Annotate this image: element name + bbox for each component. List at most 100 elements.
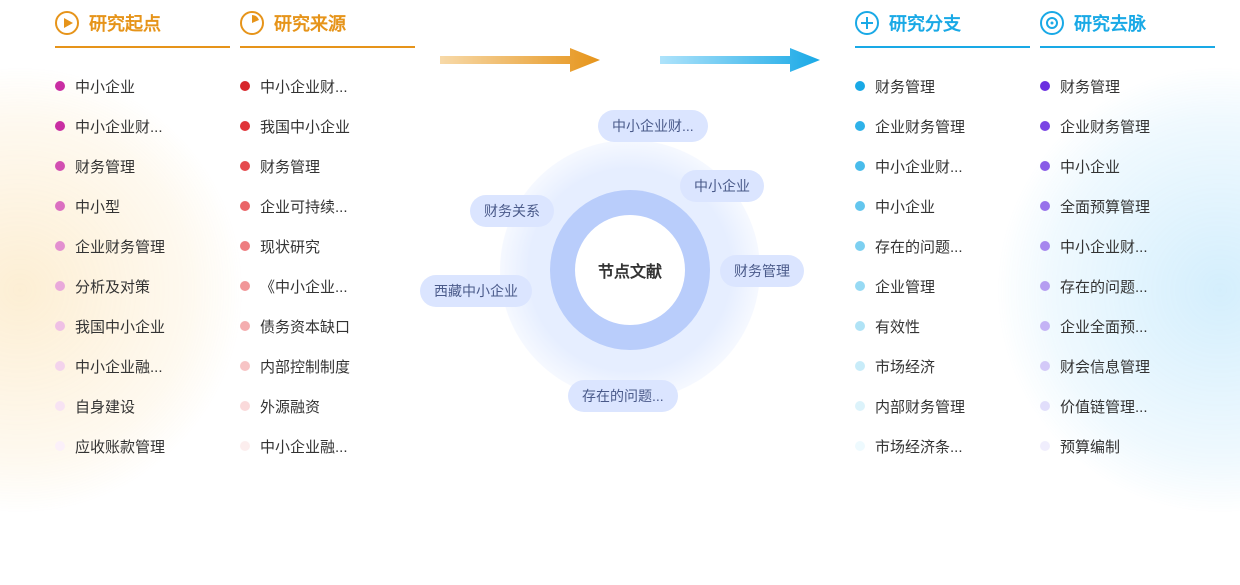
column-title: 研究起点 [89,10,161,36]
list-item-label: 存在的问题... [1060,276,1148,297]
list-item[interactable]: 市场经济条... [855,426,1030,466]
list-item[interactable]: 财务管理 [55,146,230,186]
column-source: 研究来源中小企业财... 我国中小企业财务管理企业可持续... 现状研究《中小企业.… [240,10,415,466]
bullet-icon [855,81,865,91]
column-header-origin: 研究起点 [55,10,230,48]
column-title: 研究来源 [274,10,346,36]
bullet-icon [855,281,865,291]
arrow-left [440,48,600,72]
list-item[interactable]: 存在的问题... [855,226,1030,266]
bullet-icon [55,201,65,211]
list-item-label: 企业财务管理 [875,116,965,137]
bullet-icon [1040,81,1050,91]
list-item[interactable]: 应收账款管理 [55,426,230,466]
list-item[interactable]: 中小企业 [1040,146,1215,186]
list-item[interactable]: 市场经济 [855,346,1030,386]
list-item[interactable]: 中小企业财... [1040,226,1215,266]
arrow-right [660,48,820,72]
list-item-label: 财务管理 [75,156,135,177]
bullet-icon [55,161,65,171]
list-item-label: 有效性 [875,316,920,337]
list-item[interactable]: 价值链管理... [1040,386,1215,426]
clock-icon [240,11,264,35]
list-item-label: 企业财务管理 [1060,116,1150,137]
bullet-icon [1040,201,1050,211]
list-item-label: 企业财务管理 [75,236,165,257]
list-item[interactable]: 中小企业融... [55,346,230,386]
bullet-icon [855,361,865,371]
list-item[interactable]: 财务管理 [240,146,415,186]
list-item[interactable]: 中小型 [55,186,230,226]
list-item[interactable]: 企业财务管理 [55,226,230,266]
list-item[interactable]: 企业管理 [855,266,1030,306]
list-item-label: 中小企业 [875,196,935,217]
list-item-label: 中小企业 [1060,156,1120,177]
bullet-icon [1040,241,1050,251]
list-item-label: 中小企业财... [260,76,348,97]
column-list: 中小企业财... 我国中小企业财务管理企业可持续... 现状研究《中小企业...债务… [240,66,415,466]
bullet-icon [855,401,865,411]
list-item[interactable]: 存在的问题... [1040,266,1215,306]
bullet-icon [1040,441,1050,451]
list-item[interactable]: 预算编制 [1040,426,1215,466]
list-item-label: 企业全面预... [1060,316,1148,337]
list-item[interactable]: 我国中小企业 [240,106,415,146]
list-item[interactable]: 分析及对策 [55,266,230,306]
bullet-icon [855,121,865,131]
list-item[interactable]: 债务资本缺口 [240,306,415,346]
list-item[interactable]: 企业可持续... [240,186,415,226]
center-tag[interactable]: 财务关系 [470,195,554,227]
center-tag[interactable]: 中小企业 [680,170,764,202]
list-item[interactable]: 中小企业 [855,186,1030,226]
list-item-label: 财务管理 [260,156,320,177]
bullet-icon [1040,281,1050,291]
bullet-icon [240,361,250,371]
list-item[interactable]: 内部财务管理 [855,386,1030,426]
list-item[interactable]: 全面预算管理 [1040,186,1215,226]
list-item[interactable]: 外源融资 [240,386,415,426]
list-item[interactable]: 中小企业 [55,66,230,106]
column-dest: 研究去脉财务管理企业财务管理中小企业全面预算管理中小企业财... 存在的问题...… [1040,10,1215,466]
list-item[interactable]: 财会信息管理 [1040,346,1215,386]
center-tag[interactable]: 中小企业财... [598,110,708,142]
bullet-icon [1040,401,1050,411]
column-list: 中小企业中小企业财... 财务管理中小型企业财务管理分析及对策我国中小企业中小企业… [55,66,230,466]
node-core[interactable]: 节点文献 [575,215,685,325]
list-item[interactable]: 中小企业融... [240,426,415,466]
center-tag[interactable]: 西藏中小企业 [420,275,532,307]
bullet-icon [855,161,865,171]
list-item[interactable]: 内部控制制度 [240,346,415,386]
bullet-icon [55,281,65,291]
column-list: 财务管理企业财务管理中小企业全面预算管理中小企业财... 存在的问题... 企业全面… [1040,66,1215,466]
center-tag[interactable]: 财务管理 [720,255,804,287]
play-icon [55,11,79,35]
bullet-icon [55,321,65,331]
list-item-label: 现状研究 [260,236,320,257]
list-item-label: 市场经济 [875,356,935,377]
bullet-icon [240,281,250,291]
list-item[interactable]: 财务管理 [1040,66,1215,106]
list-item[interactable]: 《中小企业... [240,266,415,306]
list-item[interactable]: 中小企业财... [855,146,1030,186]
bullet-icon [55,241,65,251]
list-item[interactable]: 现状研究 [240,226,415,266]
list-item[interactable]: 中小企业财... [240,66,415,106]
list-item[interactable]: 企业财务管理 [1040,106,1215,146]
list-item[interactable]: 企业财务管理 [855,106,1030,146]
list-item[interactable]: 我国中小企业 [55,306,230,346]
bullet-icon [855,201,865,211]
bullet-icon [240,401,250,411]
list-item-label: 中小企业融... [75,356,163,377]
list-item[interactable]: 企业全面预... [1040,306,1215,346]
bullet-icon [240,241,250,251]
list-item[interactable]: 中小企业财... [55,106,230,146]
column-title: 研究去脉 [1074,10,1146,36]
bullet-icon [855,241,865,251]
list-item[interactable]: 财务管理 [855,66,1030,106]
bullet-icon [240,161,250,171]
list-item[interactable]: 有效性 [855,306,1030,346]
center-tag[interactable]: 存在的问题... [568,380,678,412]
bullet-icon [240,201,250,211]
list-item[interactable]: 自身建设 [55,386,230,426]
list-item-label: 中小企业财... [75,116,163,137]
